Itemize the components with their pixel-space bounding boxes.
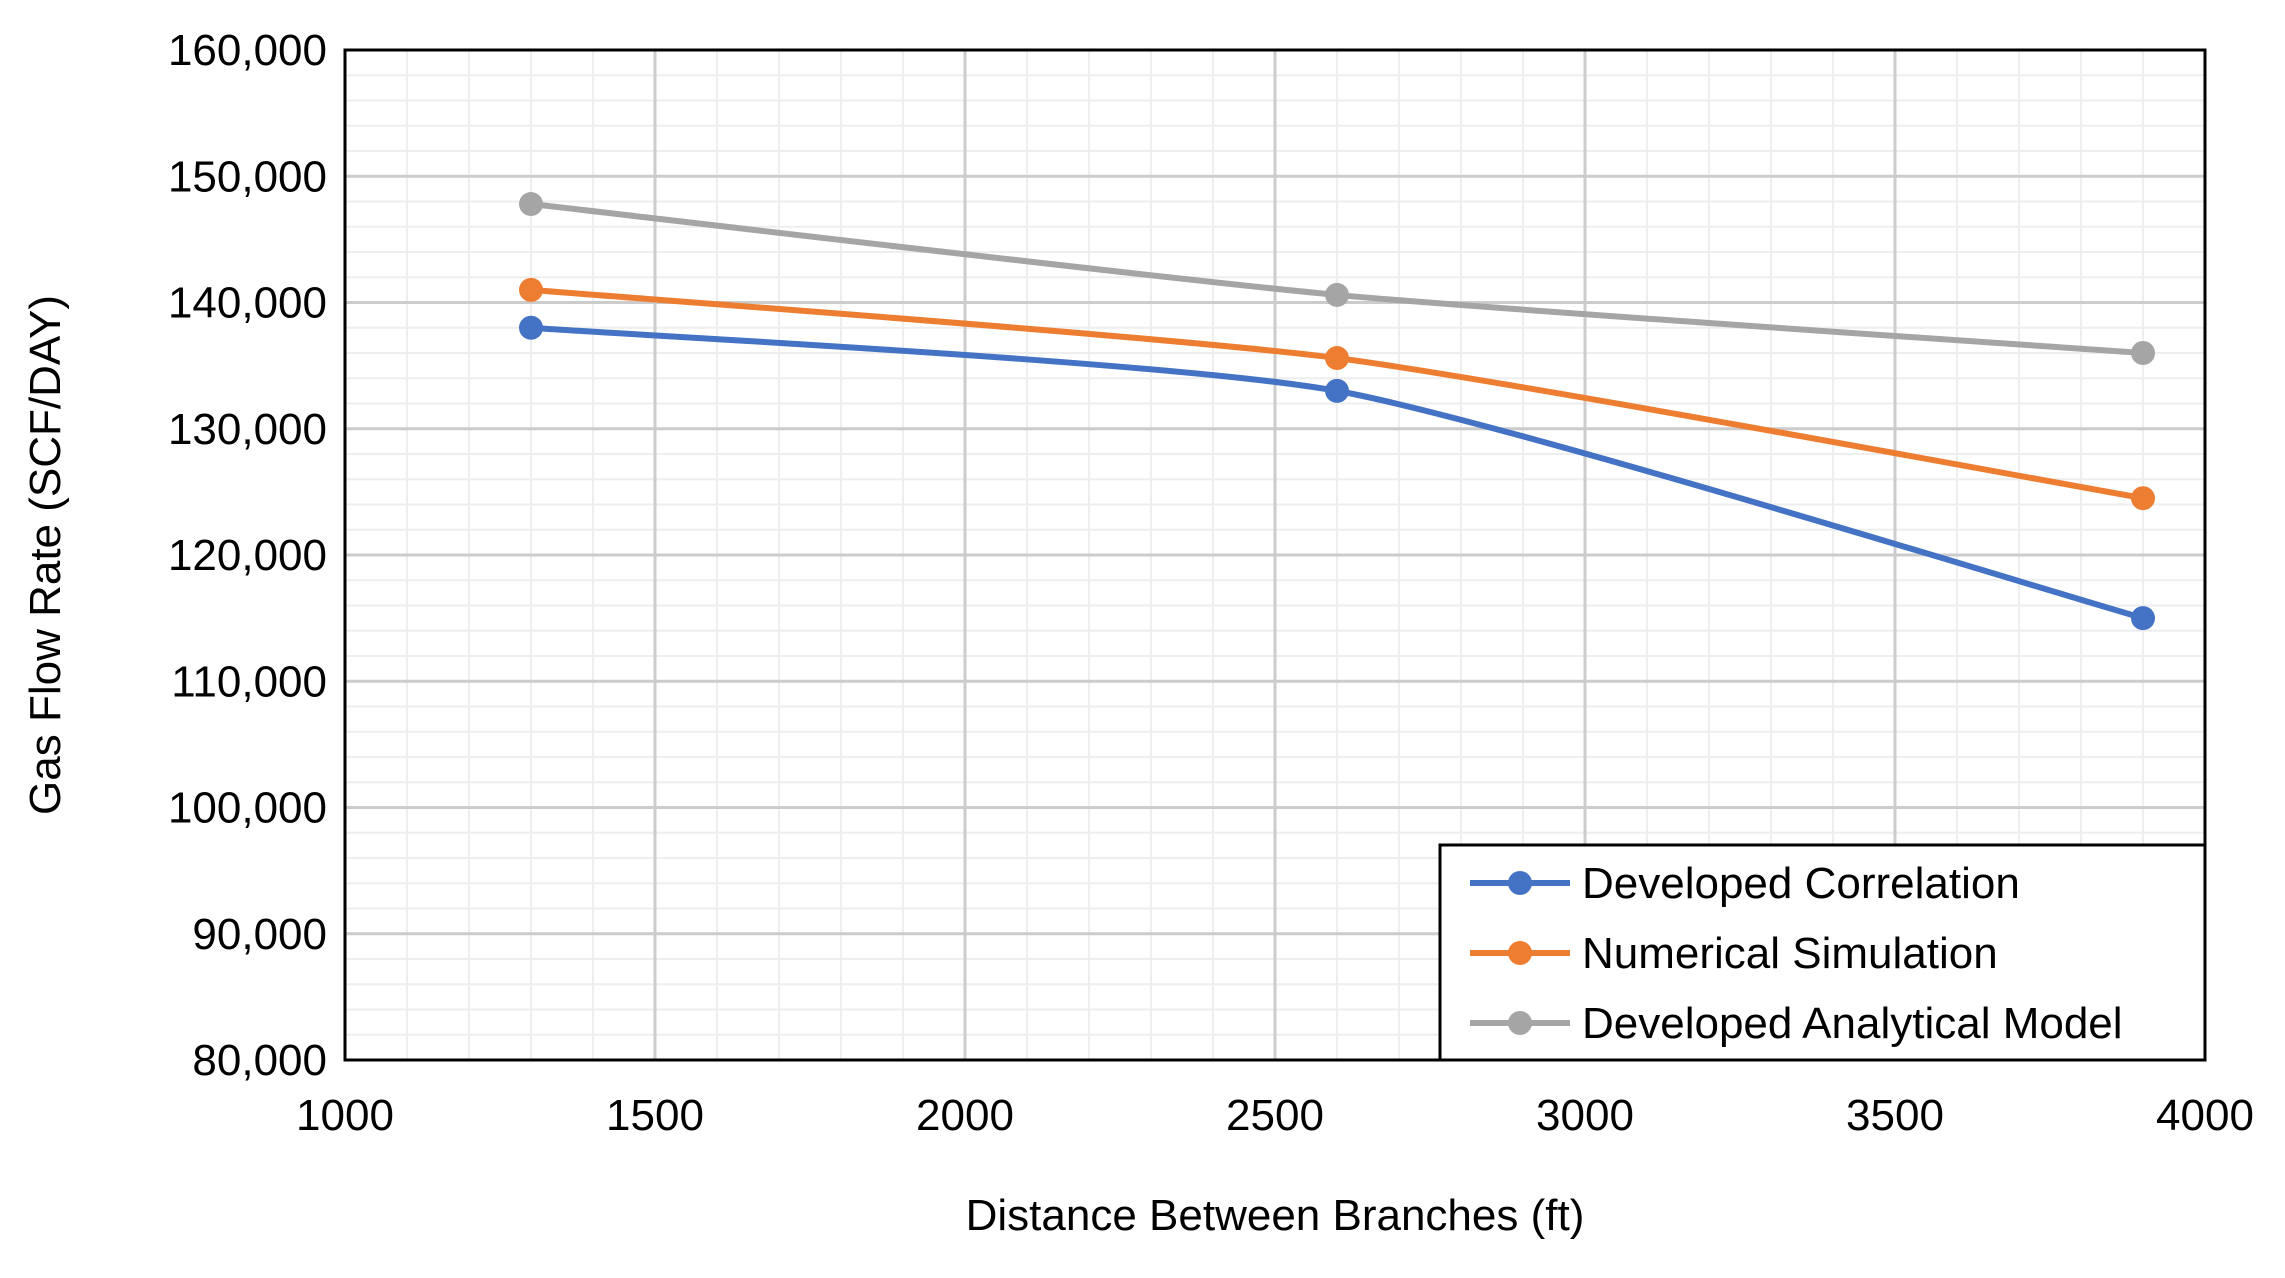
y-tick-label: 150,000 bbox=[168, 152, 327, 201]
y-tick-label: 140,000 bbox=[168, 279, 327, 328]
legend-item: Developed Analytical Model bbox=[1470, 999, 2123, 1048]
y-tick-label: 110,000 bbox=[171, 657, 327, 706]
x-tick-label: 1000 bbox=[296, 1091, 394, 1140]
legend: Developed Correlation Numerical Simulatio… bbox=[1438, 843, 2207, 1062]
legend-item: Numerical Simulation bbox=[1470, 929, 1998, 978]
x-axis-tick-labels: 1000 1500 2000 2500 3000 3500 4000 bbox=[296, 1091, 2254, 1140]
series-developed-correlation bbox=[519, 315, 2155, 631]
x-tick-label: 3500 bbox=[1846, 1091, 1944, 1140]
data-point bbox=[2131, 606, 2155, 631]
x-tick-label: 3000 bbox=[1536, 1091, 1634, 1140]
x-tick-label: 2500 bbox=[1226, 1091, 1324, 1140]
y-axis-tick-labels: 80,000 90,000 100,000 110,000 120,000 130,000… bbox=[168, 26, 327, 1085]
series-numerical-simulation bbox=[519, 277, 2155, 511]
data-point bbox=[1325, 378, 1349, 403]
legend-item: Developed Correlation bbox=[1470, 859, 2020, 908]
data-point bbox=[519, 277, 543, 302]
legend-swatch-marker bbox=[1508, 871, 1532, 895]
series-developed-analytical-model bbox=[519, 192, 2155, 365]
x-axis-title: Distance Between Branches (ft) bbox=[966, 1191, 1585, 1240]
data-point bbox=[1325, 346, 1349, 371]
legend-swatch-marker bbox=[1508, 941, 1532, 965]
y-axis-title: Gas Flow Rate (SCF/DAY) bbox=[21, 295, 70, 815]
data-point bbox=[2131, 486, 2155, 511]
y-tick-label: 100,000 bbox=[168, 784, 327, 833]
y-tick-label: 160,000 bbox=[168, 26, 327, 75]
series-layer bbox=[519, 192, 2155, 631]
legend-label: Numerical Simulation bbox=[1582, 929, 1998, 978]
x-tick-label: 4000 bbox=[2156, 1091, 2254, 1140]
data-point bbox=[1325, 282, 1349, 307]
y-tick-label: 80,000 bbox=[192, 1036, 327, 1085]
x-tick-label: 1500 bbox=[606, 1091, 704, 1140]
plot-area-border bbox=[343, 48, 2207, 1062]
y-tick-label: 120,000 bbox=[168, 531, 327, 580]
legend-label: Developed Analytical Model bbox=[1582, 999, 2123, 1048]
data-point bbox=[519, 192, 543, 217]
y-tick-label: 130,000 bbox=[168, 405, 327, 454]
data-point bbox=[2131, 341, 2155, 365]
y-tick-label: 90,000 bbox=[192, 910, 327, 959]
legend-label: Developed Correlation bbox=[1582, 859, 2020, 908]
legend-swatch-marker bbox=[1508, 1011, 1532, 1035]
data-point bbox=[519, 315, 543, 340]
x-tick-label: 2000 bbox=[916, 1091, 1014, 1140]
